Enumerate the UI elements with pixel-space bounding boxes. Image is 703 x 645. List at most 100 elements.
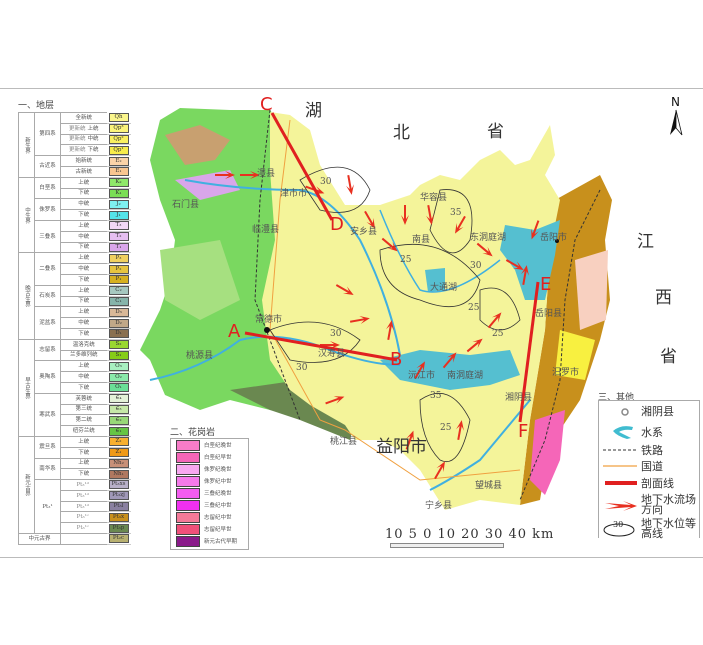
legend-contour: 30 地下水位等高线 xyxy=(599,517,699,539)
strata-swatch: E₂ xyxy=(108,156,129,166)
place-label: 华容县 xyxy=(420,191,447,203)
series-name: 全新统 xyxy=(75,114,92,121)
strata-row: 下统 K₁ xyxy=(19,187,131,200)
series-cell: 更新统 中统 xyxy=(60,133,107,146)
series-cell: Pt₃¹ᶜ xyxy=(60,522,107,535)
strata-row: 三叠系 上统 T₃ xyxy=(19,219,131,254)
series-cell: 下统 xyxy=(60,468,107,481)
section-line-ef xyxy=(518,281,540,423)
flow-direction-arrow xyxy=(466,338,483,353)
contour-value-label: 30 xyxy=(320,177,332,187)
era-cell: 新生界 xyxy=(18,112,35,178)
series-cell: 上统 xyxy=(60,176,107,189)
granite-swatch xyxy=(176,463,200,475)
flow-direction-arrow xyxy=(325,396,345,405)
system-cell: 南华系 xyxy=(34,457,61,481)
series-name: 第三统 xyxy=(75,406,92,413)
strata-swatch: O₃ xyxy=(108,361,129,371)
strata-row: 更新统 上统 Qp³ xyxy=(19,122,131,135)
granite-label: 三叠纪晚世 xyxy=(204,491,232,497)
series-cell: 第二统 xyxy=(60,414,107,427)
series-name: 上统 xyxy=(78,460,90,467)
series-cell: 第三统 xyxy=(60,403,107,416)
legend-flow-direction: 地下水流场方向 xyxy=(599,493,699,517)
province-label: 江 xyxy=(637,232,654,252)
east-granite-patch xyxy=(530,410,565,495)
strata-swatch: Qh xyxy=(108,113,129,123)
map-base xyxy=(140,108,612,510)
strata-row: 中生界 白垩系 上统 K₂ xyxy=(18,176,131,254)
strata-row: 泥盆系 上统 D₃ xyxy=(19,306,131,340)
granite-label: 志留纪早世 xyxy=(204,527,232,533)
strata-row: Pt₃¹ᶜ Pt₃x xyxy=(19,511,131,524)
north-arrow-icon xyxy=(670,110,676,135)
strata-swatch: Pt₃zj xyxy=(108,491,129,501)
place-label: 桃江县 xyxy=(330,435,357,447)
section-line-ab xyxy=(244,331,398,362)
strata-swatch: Pt₂c xyxy=(108,534,129,544)
granite-swatch xyxy=(176,511,200,523)
section-point-label: B xyxy=(390,349,402,370)
strata-swatch: J₁ xyxy=(108,210,129,220)
county-seat-icon xyxy=(621,408,629,416)
legend-water-system: 水系 xyxy=(599,423,699,441)
top-divider xyxy=(0,88,703,89)
place-label: 大通湖 xyxy=(430,281,457,293)
strata-swatch: O₂ xyxy=(108,372,129,382)
contour xyxy=(379,243,481,307)
series-name: 上统 xyxy=(78,363,90,370)
series-cell: 上统 xyxy=(60,284,107,297)
granite-legend-item: 白垩纪早世 xyxy=(171,451,248,463)
series-cell: Pt₃¹ᵈ xyxy=(60,500,107,513)
series-name: 芙蓉统 xyxy=(75,395,92,402)
series-name: 上统 xyxy=(78,222,90,229)
south-dongting-lake xyxy=(380,350,520,390)
system-cell: 侏罗系 xyxy=(34,198,61,221)
contour-icon xyxy=(603,523,635,537)
series-name: 下统 xyxy=(78,449,90,456)
granite-swatch xyxy=(176,535,200,547)
system-cell: 二叠系 xyxy=(34,252,61,286)
section-point-label: E xyxy=(540,274,551,295)
series-name: 古新统 xyxy=(75,168,92,175)
series-cell: 芙蓉统 xyxy=(60,392,107,405)
system-cell: 震旦系 xyxy=(34,435,61,459)
place-label: 常德市 xyxy=(255,313,282,325)
flow-direction-arrow xyxy=(405,430,414,450)
flow-direction-arrow xyxy=(414,361,425,380)
series-cell: 中统 xyxy=(60,198,107,211)
granite-label: 新元古代早期 xyxy=(204,539,238,545)
contour-value-label: 25 xyxy=(492,329,504,339)
system-cell: Pt₃¹ xyxy=(34,479,61,535)
series-name: 下统 xyxy=(78,276,90,283)
river xyxy=(379,209,501,293)
series-cell: 更新统 下统 xyxy=(60,144,107,157)
series-name: 中统 xyxy=(78,201,90,208)
series-name: 温洛克统 xyxy=(72,341,95,348)
west-strata-patch xyxy=(160,240,240,320)
granite-legend-item: 志留纪中世 xyxy=(171,511,248,523)
strata-row: 下统 J₁ xyxy=(19,209,131,221)
strata-swatch: T₂ xyxy=(108,232,129,242)
series-group: Pt₃¹ᵈ xyxy=(76,481,90,488)
series-cell: 上统 xyxy=(60,252,107,265)
other-legend-title: 三、其他 xyxy=(598,393,635,403)
place-label: 临澧县 xyxy=(252,223,279,235)
contour-value-label: 25 xyxy=(400,255,412,265)
strata-swatch: Pt₃p xyxy=(108,523,129,533)
place-label: 益阳市 xyxy=(376,437,427,457)
river xyxy=(429,399,531,491)
section-point-label: C xyxy=(260,94,273,115)
contour-value-label: 25 xyxy=(468,303,480,313)
strata-swatch: Qp² xyxy=(108,134,129,144)
series-group: Pt₃¹ᶜ xyxy=(76,514,89,521)
strata-legend-title: 一、地层 xyxy=(18,101,55,111)
series-name: 中统 xyxy=(78,374,90,381)
water-system-icon xyxy=(613,426,633,439)
place-label: 湘阴县 xyxy=(505,391,532,403)
strata-swatch: T₃ xyxy=(108,221,129,231)
granite-legend-title: 二、花岗岩 xyxy=(170,428,216,438)
granite-swatch xyxy=(176,499,200,511)
